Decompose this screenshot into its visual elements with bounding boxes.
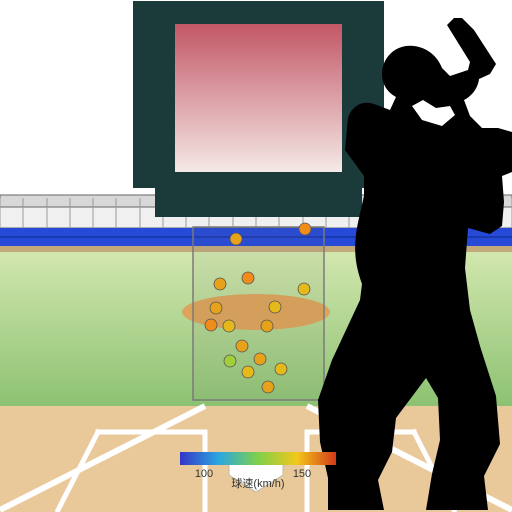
scoreboard-screen bbox=[175, 24, 342, 172]
pitch-marker bbox=[298, 283, 310, 295]
pitch-marker bbox=[262, 381, 274, 393]
pitch-marker bbox=[223, 320, 235, 332]
pitch-marker bbox=[214, 278, 226, 290]
colorbar-tick: 150 bbox=[293, 468, 311, 480]
pitch-marker bbox=[254, 353, 266, 365]
pitch-marker bbox=[205, 319, 217, 331]
colorbar-label: 球速(km/h) bbox=[231, 476, 284, 490]
pitch-marker bbox=[230, 233, 242, 245]
colorbar-tick: 100 bbox=[195, 468, 213, 480]
pitch-marker bbox=[224, 355, 236, 367]
colorbar bbox=[180, 452, 336, 465]
pitch-marker bbox=[299, 223, 311, 235]
pitch-marker bbox=[269, 301, 281, 313]
scoreboard-base bbox=[155, 185, 362, 217]
pitch-marker bbox=[261, 320, 273, 332]
pitch-marker bbox=[242, 366, 254, 378]
pitch-marker bbox=[275, 363, 287, 375]
pitch-marker bbox=[236, 340, 248, 352]
strike-zone bbox=[193, 227, 324, 400]
pitch-marker bbox=[242, 272, 254, 284]
pitch-marker bbox=[210, 302, 222, 314]
